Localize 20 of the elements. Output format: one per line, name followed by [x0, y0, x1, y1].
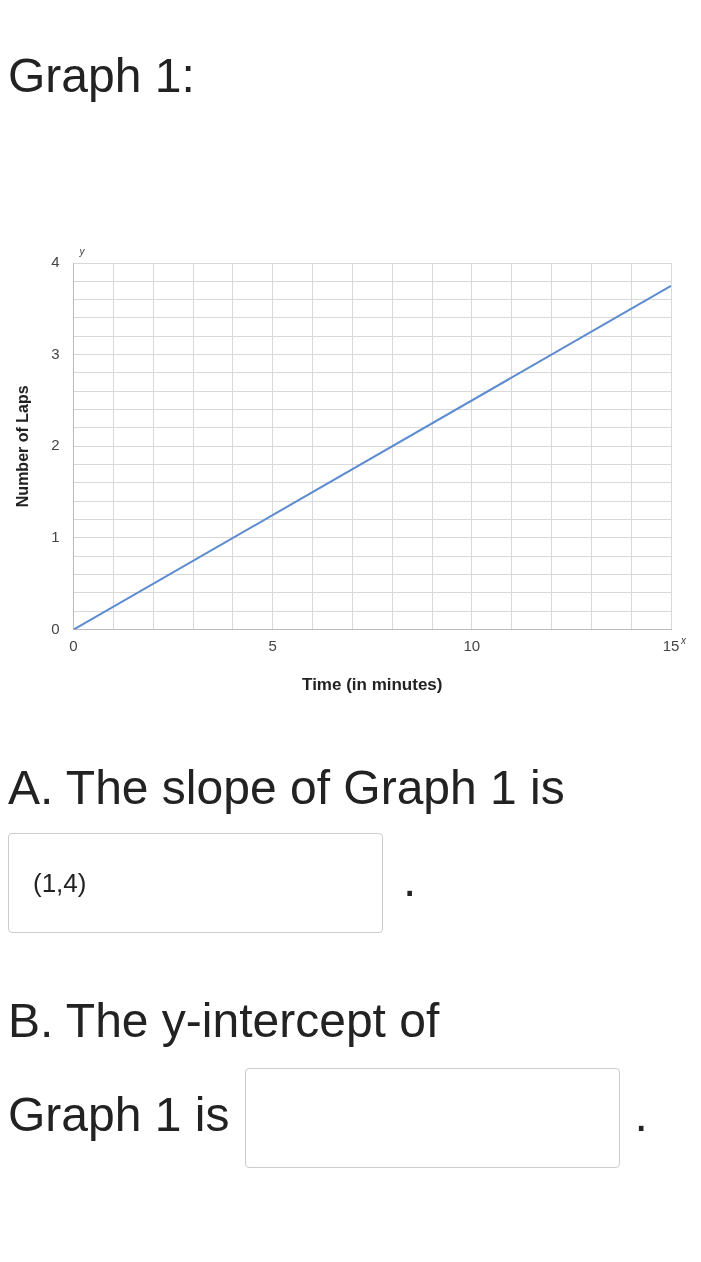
text: . — [403, 852, 417, 906]
y-tick-label: 3 — [51, 344, 60, 362]
y-axis-title: Number of Laps — [14, 385, 32, 508]
text: y — [78, 246, 86, 257]
x-tick-label: 0 — [69, 636, 78, 654]
x-axis-title: Time (in minutes) — [302, 675, 443, 695]
text: B. The y-intercept of — [7, 993, 441, 1048]
text: x — [680, 634, 687, 646]
x-tick-label: 10 — [463, 636, 481, 654]
text-field: (1,4) — [8, 833, 383, 933]
y-tick-label: 0 — [51, 619, 60, 637]
x-tick-label: 15 — [662, 636, 680, 654]
text: A. The slope of Graph 1 is — [7, 760, 566, 815]
y-tick-label: 4 — [51, 253, 60, 271]
y-tick-label: 1 — [51, 528, 60, 546]
chart-title: Graph 1: — [7, 48, 196, 104]
y-tick-label: 2 — [51, 436, 60, 454]
x-tick-label: 5 — [268, 636, 277, 654]
text: . — [634, 1087, 648, 1141]
caption: Graph 1 is — [8, 1087, 230, 1141]
